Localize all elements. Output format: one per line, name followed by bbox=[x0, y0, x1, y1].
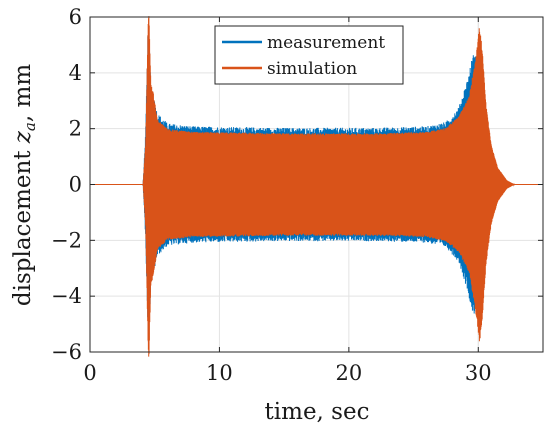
y-tick-label: −6 bbox=[51, 340, 82, 364]
y-axis-label-variable: z bbox=[10, 130, 36, 144]
x-tick-label: 0 bbox=[83, 361, 96, 385]
legend-label-simulation: simulation bbox=[267, 59, 357, 79]
y-tick-label: 4 bbox=[69, 61, 82, 85]
legend: measurement simulation bbox=[214, 25, 404, 85]
x-tick-label: 10 bbox=[206, 361, 233, 385]
y-tick-label: 2 bbox=[69, 117, 82, 141]
x-tick-label: 30 bbox=[465, 361, 492, 385]
tick-labels: 0 10 20 30 −6 −4 −2 0 2 4 6 bbox=[51, 5, 492, 385]
x-axis-label: time, sec bbox=[265, 399, 370, 425]
y-tick-label: 0 bbox=[69, 173, 82, 197]
y-axis-label: displacement za, mm bbox=[10, 64, 39, 306]
y-tick-label: 6 bbox=[69, 5, 82, 29]
legend-box bbox=[214, 25, 404, 85]
y-tick-label: −2 bbox=[51, 228, 82, 252]
y-tick-label: −4 bbox=[51, 284, 82, 308]
axes-frame bbox=[89, 16, 544, 353]
y-axis-label-suffix: , mm bbox=[10, 64, 36, 122]
legend-label-measurement: measurement bbox=[267, 33, 385, 53]
x-tick-label: 20 bbox=[335, 361, 362, 385]
y-axis-label-prefix: displacement bbox=[10, 143, 36, 306]
series-line-simulation bbox=[90, 16, 543, 357]
plot-area bbox=[90, 16, 543, 357]
y-axis-label-subscript: a bbox=[21, 122, 39, 131]
